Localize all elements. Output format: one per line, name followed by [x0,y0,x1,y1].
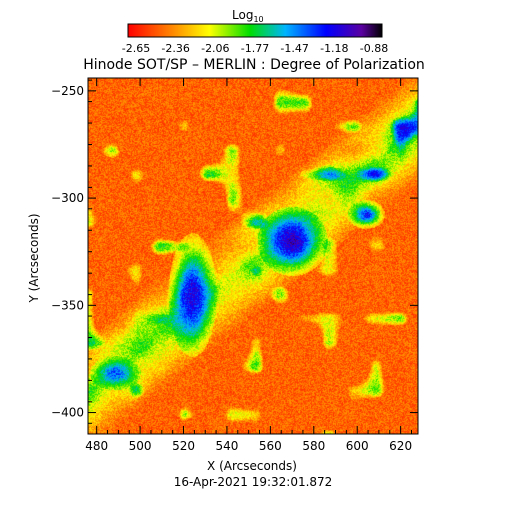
colorbar-label: Log10 [232,8,264,24]
x-tick-label: 480 [85,439,108,453]
colorbar-tick-label: -1.18 [320,42,348,55]
x-tick-label: 540 [215,439,238,453]
colorbar-tick-label: -1.47 [280,42,308,55]
x-tick-label: 600 [346,439,369,453]
x-tick-label: 620 [389,439,412,453]
colorbar-tick-label: -2.06 [201,42,229,55]
x-tick-label: 580 [302,439,325,453]
x-tick-label: 560 [259,439,282,453]
y-axis-label: Y (Arcseconds) [27,213,41,303]
y-tick-label: −400 [51,406,84,420]
x-tick-label: 520 [172,439,195,453]
colorbar-tick-label: -0.88 [360,42,388,55]
colorbar-tick-label: -2.65 [122,42,150,55]
x-tick-label: 500 [129,439,152,453]
colorbar-tick-label: -2.36 [161,42,189,55]
chart-title: Hinode SOT/SP – MERLIN : Degree of Polar… [83,57,425,73]
plot-frame [87,77,419,435]
y-tick-label: −300 [51,191,84,205]
colorbar-tick-label: -1.77 [241,42,269,55]
y-tick-label: −350 [51,298,84,312]
polarization-heatmap [88,78,418,434]
y-tick-label: −250 [51,84,84,98]
colorbar [127,23,383,38]
date-label: 16-Apr-2021 19:32:01.872 [174,475,333,489]
x-axis-label: X (Arcseconds) [207,459,297,473]
